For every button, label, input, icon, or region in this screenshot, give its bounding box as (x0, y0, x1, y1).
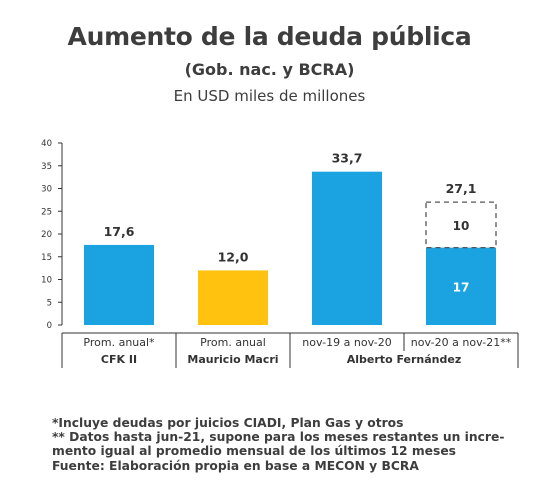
bar-value-label: 33,7 (332, 151, 363, 166)
footnote-1: *Incluye deudas por juicios CIADI, Plan … (52, 416, 404, 430)
y-tick-label: 20 (41, 230, 52, 240)
y-tick-label: 15 (41, 253, 52, 263)
y-tick-label: 25 (41, 207, 52, 217)
bar (312, 171, 382, 325)
bar-total-label: 27,1 (446, 181, 477, 196)
bar-value-label: 17 (453, 280, 470, 294)
y-tick-label: 40 (41, 139, 52, 149)
chart-unit-label: En USD miles de millones (173, 87, 366, 105)
y-tick-label: 5 (47, 298, 52, 308)
footnote-3: mento igual al promedio mensual de los ú… (52, 444, 457, 459)
bar-stack-dashed (425, 201, 497, 249)
bar-chart: 0 5 10 15 20 25 30 35 40 17,6 12,0 33,7 10 17 27,1 Prom… (41, 139, 519, 368)
bar (426, 247, 496, 325)
x-category-label: Prom. anual* (83, 336, 155, 349)
bar-value-label: 17,6 (104, 224, 135, 239)
footnotes: *Incluye deudas por juicios CIADI, Plan … (52, 416, 522, 473)
x-group-label: Alberto Fernández (347, 353, 461, 366)
bar (198, 270, 268, 325)
y-tick-label: 35 (41, 162, 52, 172)
chart-title: Aumento de la deuda pública (67, 22, 472, 51)
x-category-label: Prom. anual (200, 336, 266, 349)
x-category-label: nov-20 a nov-21** (411, 336, 512, 349)
y-tick-label: 0 (47, 321, 52, 331)
x-group-label: Mauricio Macri (187, 353, 278, 366)
x-category-label: nov-19 a nov-20 (302, 336, 392, 349)
bar (84, 244, 154, 325)
y-tick-label: 10 (41, 276, 52, 286)
chart-subtitle: (Gob. nac. y BCRA) (184, 60, 355, 79)
x-group-label: CFK II (101, 353, 137, 366)
footnote-4: Fuente: Elaboración propia en base a MEC… (52, 458, 419, 473)
y-tick-label: 30 (41, 185, 52, 195)
stack-value-label: 10 (453, 219, 470, 233)
footnote-2: ** Datos hasta jun-21, supone para los m… (52, 430, 505, 445)
bar-value-label: 12,0 (218, 249, 249, 264)
